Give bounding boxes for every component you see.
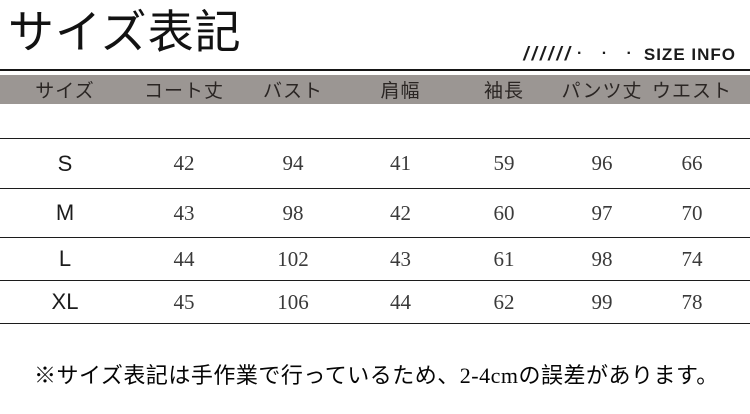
size-label: S [57,150,73,176]
size-info-label: SIZE INFO [643,45,736,64]
cell-bust: 98 [282,200,304,225]
cell-shoulder-width: 44 [390,289,411,314]
slashes-decor: ////// [523,44,573,65]
cell-bust: 106 [277,289,309,314]
column-header-waist: ウエスト [651,81,732,102]
column-header-shoulder-width: 肩幅 [380,81,421,102]
cell-sleeve-length: 61 [493,246,515,271]
cell-shoulder-width: 41 [390,151,411,175]
dots-decor: · · · [577,45,632,62]
cell-pants-length: 96 [591,151,613,175]
note-text: ※サイズ表記は手作業で行っているため、2-4cmの誤差があります。 [34,363,719,388]
column-header-sleeve-length: 袖長 [483,81,524,102]
cell-waist: 78 [681,289,703,314]
cell-pants-length: 97 [591,200,613,225]
cell-shoulder-width: 43 [390,246,411,271]
size-label: M [55,200,75,225]
cell-waist: 70 [681,200,703,225]
title-divider-line [0,69,750,71]
table-row-s: S 42 94 41 59 96 66 [0,138,750,188]
cell-sleeve-length: 59 [493,151,515,175]
cell-waist: 74 [681,246,703,271]
size-label: L [58,246,72,271]
table-row-m: M 43 98 42 60 97 70 [0,188,750,237]
page-title: サイズ表記 [8,7,242,58]
column-header-size: サイズ [35,81,95,102]
table-header-row: サイズ コート丈 バスト 肩幅 袖長 パンツ丈 ウエスト [0,75,750,104]
cell-coat-length: 44 [173,246,195,271]
size-label: XL [51,289,79,314]
cell-pants-length: 99 [591,289,613,314]
table-row-l: L 44 102 43 61 98 74 [0,237,750,280]
size-info-decor: //////· · · SIZE INFO [523,44,736,66]
cell-coat-length: 43 [173,200,195,225]
cell-sleeve-length: 62 [493,289,515,314]
size-table-body: S 42 94 41 59 96 66 M 43 98 42 60 97 70 … [0,138,750,324]
cell-bust: 94 [282,151,304,175]
cell-coat-length: 42 [173,151,195,175]
cell-coat-length: 45 [173,289,195,314]
cell-bust: 102 [277,246,309,271]
column-header-coat-length: コート丈 [143,81,224,102]
cell-shoulder-width: 42 [390,200,411,225]
column-header-bust: バスト [262,81,323,102]
column-header-pants-length: パンツ丈 [561,81,643,102]
cell-pants-length: 98 [591,246,613,271]
table-row-xl: XL 45 106 44 62 99 78 [0,280,750,323]
cell-sleeve-length: 60 [493,200,515,225]
cell-waist: 66 [681,151,703,175]
